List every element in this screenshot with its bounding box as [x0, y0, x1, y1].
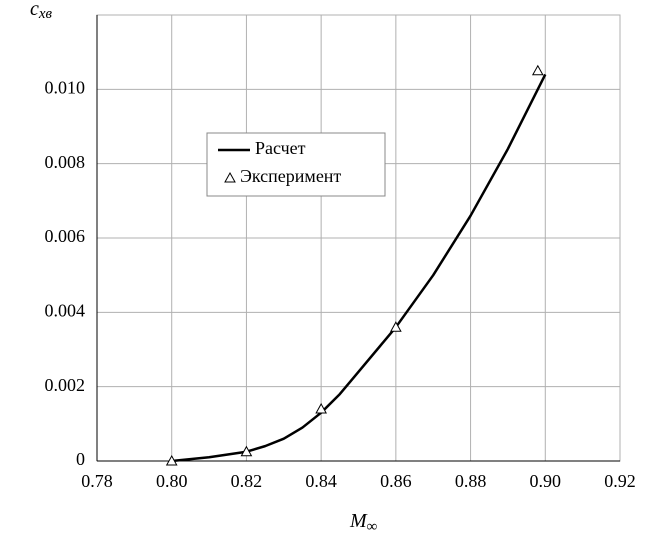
data-point	[531, 64, 544, 76]
y-tick-label: 0.004	[45, 300, 86, 320]
y-label-sub: xв	[38, 6, 53, 22]
x-tick-label: 0.88	[455, 471, 487, 491]
data-line	[171, 73, 547, 463]
x-tick-label: 0.80	[156, 471, 188, 491]
x-tick-label: 0.84	[305, 471, 337, 491]
legend-marker	[224, 171, 236, 183]
data-point	[165, 454, 178, 466]
y-tick-label: 0	[76, 449, 85, 469]
data-point	[315, 402, 327, 414]
x-tick-label: 0.92	[604, 471, 636, 491]
x-tick-label: 0.78	[81, 471, 113, 491]
legend-label: Эксперимент	[240, 166, 341, 186]
data-point	[240, 445, 253, 457]
y-axis-label: cxв	[30, 0, 53, 22]
legend: Расчет Эксперимент	[206, 132, 386, 197]
x-axis-label: M∞	[349, 510, 378, 536]
y-tick-label: 0.008	[45, 152, 86, 172]
x-tick-label: 0.90	[530, 471, 562, 491]
legend-box	[206, 132, 386, 197]
x-label-sub: ∞	[367, 519, 378, 535]
x-label-main: M	[349, 510, 368, 532]
y-tick-label: 0.002	[45, 375, 86, 395]
y-tick-label: 0.006	[45, 226, 86, 246]
x-tick-label: 0.86	[380, 471, 412, 491]
x-tick-label: 0.82	[231, 471, 263, 491]
data-point	[390, 321, 402, 332]
y-label-main: c	[30, 0, 39, 20]
legend-label: Расчет	[255, 138, 306, 158]
y-tick-label: 0.010	[45, 77, 86, 97]
